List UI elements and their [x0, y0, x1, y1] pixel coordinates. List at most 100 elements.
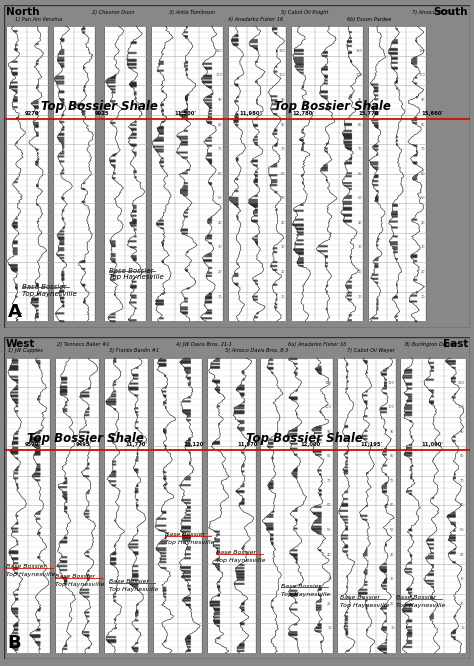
Text: 10: 10 [420, 294, 425, 298]
Text: Top Haynesville: Top Haynesville [109, 274, 164, 280]
Text: 60: 60 [420, 172, 425, 176]
Text: 11,970': 11,970' [237, 442, 259, 448]
Text: 80: 80 [218, 123, 222, 127]
Bar [228, 26, 286, 321]
Text: Top Haynesville: Top Haynesville [109, 587, 158, 592]
Text: 50: 50 [218, 196, 222, 200]
Bar [207, 358, 255, 653]
Text: 90: 90 [218, 98, 222, 102]
Text: 1) JW Cupples: 1) JW Cupples [9, 348, 43, 353]
Text: 70: 70 [357, 147, 362, 151]
Text: 70: 70 [281, 147, 285, 151]
Text: Base Bossier: Base Bossier [281, 583, 321, 589]
Text: 40: 40 [357, 221, 362, 225]
Text: 7) Amoco CZ 5-7: 7) Amoco CZ 5-7 [412, 10, 454, 15]
Text: 9925: 9925 [95, 111, 109, 116]
Text: 110: 110 [418, 49, 425, 53]
Text: 80: 80 [390, 454, 395, 458]
Text: East: East [443, 338, 468, 348]
Text: 90: 90 [357, 98, 362, 102]
Text: 20: 20 [460, 602, 465, 606]
Bar [6, 358, 50, 653]
Text: 50: 50 [420, 196, 425, 200]
Text: North: North [6, 7, 40, 17]
Text: 50: 50 [460, 528, 465, 532]
Bar [260, 358, 333, 653]
Text: 15,770': 15,770' [358, 111, 380, 116]
Text: 3) Franks Bardin #1: 3) Franks Bardin #1 [109, 348, 159, 353]
Text: 10: 10 [327, 626, 332, 630]
Text: 80: 80 [420, 123, 425, 127]
Text: 7) Cabot Oil Weyer: 7) Cabot Oil Weyer [346, 348, 394, 353]
Text: 15,660': 15,660' [421, 111, 443, 116]
Text: 80: 80 [357, 123, 362, 127]
Text: Top Haynesville: Top Haynesville [164, 540, 214, 545]
Text: 70: 70 [460, 479, 465, 483]
Text: 2) Tenneco Baker #1: 2) Tenneco Baker #1 [57, 342, 110, 347]
Text: 4) Anadarko Fisher 16: 4) Anadarko Fisher 16 [228, 17, 283, 21]
Text: 100: 100 [355, 73, 362, 77]
Text: 40: 40 [460, 553, 465, 557]
Text: Top Haynesville: Top Haynesville [396, 603, 445, 608]
Text: 5) Amoco Davis Bros. 8-3: 5) Amoco Davis Bros. 8-3 [225, 348, 289, 353]
Text: 20: 20 [357, 270, 362, 274]
Text: 9270': 9270' [25, 111, 41, 116]
Text: 90: 90 [460, 430, 465, 434]
Text: 10: 10 [357, 294, 362, 298]
Text: Top Haynesville: Top Haynesville [6, 572, 55, 577]
Text: 90: 90 [281, 98, 285, 102]
Text: 70: 70 [390, 479, 395, 483]
Text: Top Haynesville: Top Haynesville [339, 603, 389, 608]
Text: 10: 10 [460, 626, 465, 630]
Text: 110: 110 [388, 380, 395, 384]
Text: 6a) Anadarko Fisher 16: 6a) Anadarko Fisher 16 [288, 342, 346, 347]
Text: Top Haynesville: Top Haynesville [216, 558, 265, 563]
Text: 90: 90 [420, 98, 425, 102]
Text: 100: 100 [418, 73, 425, 77]
Text: 60: 60 [218, 172, 222, 176]
Text: B: B [8, 634, 21, 652]
Text: 70: 70 [420, 147, 425, 151]
Text: 30: 30 [420, 246, 425, 250]
Text: 11,195': 11,195' [361, 442, 383, 448]
Text: 50: 50 [281, 196, 285, 200]
Text: 10: 10 [218, 294, 222, 298]
Text: 30: 30 [327, 577, 332, 581]
Text: 60: 60 [281, 172, 285, 176]
Bar [104, 358, 148, 653]
Text: 110: 110 [325, 380, 332, 384]
Text: 50: 50 [390, 528, 395, 532]
Text: 70: 70 [327, 479, 332, 483]
Text: 10: 10 [390, 626, 395, 630]
Text: 50: 50 [327, 528, 332, 532]
Text: 20: 20 [218, 270, 222, 274]
Text: Base Bossier: Base Bossier [55, 574, 95, 579]
Text: 30: 30 [460, 577, 465, 581]
Text: 30: 30 [218, 246, 222, 250]
Text: 20: 20 [327, 602, 332, 606]
Text: 40: 40 [281, 221, 285, 225]
Text: 90: 90 [390, 430, 395, 434]
Text: 100: 100 [278, 73, 285, 77]
Text: 60: 60 [460, 503, 465, 507]
Text: 5) Cabot Oil Knight: 5) Cabot Oil Knight [281, 10, 328, 15]
Text: 40: 40 [218, 221, 222, 225]
Text: 40: 40 [420, 221, 425, 225]
Text: 11,500': 11,500' [174, 111, 196, 116]
Text: 6b) Exxon Pardee: 6b) Exxon Pardee [346, 17, 391, 21]
Bar [104, 26, 146, 321]
Text: 12,780': 12,780' [292, 111, 314, 116]
Text: Base Bossier: Base Bossier [6, 564, 46, 569]
Text: Base Bossier: Base Bossier [396, 595, 436, 600]
Text: 10: 10 [281, 294, 285, 298]
Text: 11,980': 11,980' [239, 111, 262, 116]
Text: 20: 20 [281, 270, 285, 274]
Text: 110: 110 [278, 49, 285, 53]
Text: 50: 50 [357, 196, 362, 200]
Bar [55, 358, 100, 653]
Text: 40: 40 [327, 553, 332, 557]
Text: 110: 110 [458, 380, 465, 384]
Text: 100: 100 [388, 405, 395, 409]
Text: Top Haynesville: Top Haynesville [281, 591, 331, 597]
Text: Top Haynesville: Top Haynesville [22, 290, 77, 296]
